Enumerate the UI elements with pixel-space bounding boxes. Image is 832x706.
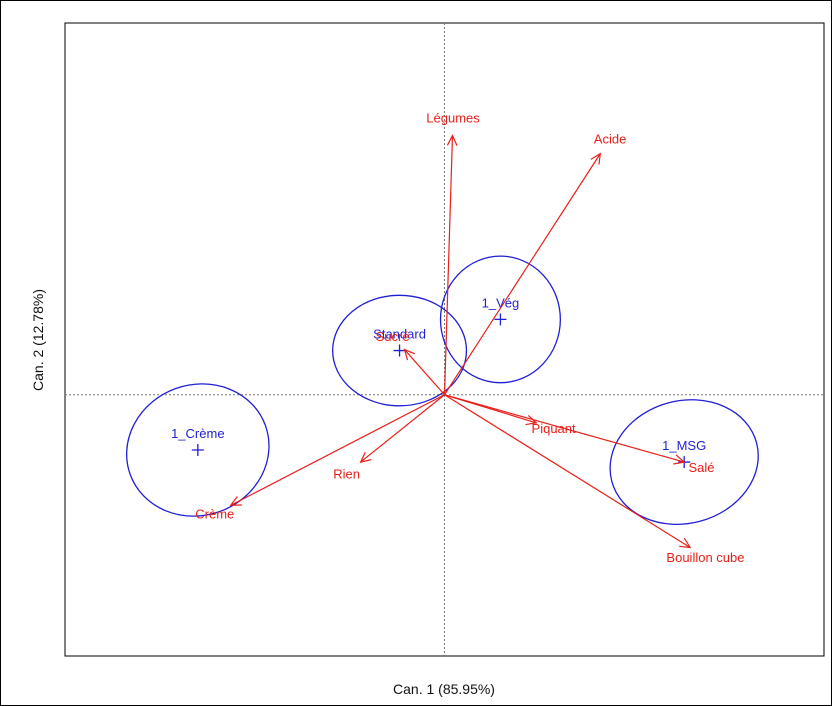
vector-label-creme: Crème (195, 507, 234, 522)
vector-label-sucre: Sucré (376, 329, 410, 344)
vector-arrowhead-creme (229, 496, 242, 506)
variable-vectors: Légumes Acide Sucré Piquant Rien Crème Salé Bou… (195, 111, 744, 565)
vector-sucre (404, 349, 445, 396)
vector-rien (360, 394, 445, 463)
group-label-standard: Standard (373, 327, 426, 342)
group-ellipse-1-msg (609, 399, 759, 526)
vector-bouillon-cube (444, 394, 691, 548)
vector-label-piquant: Piquant (532, 421, 576, 436)
group-label-1-veg: 1_Vég (482, 295, 520, 310)
group-ellipses: 1_Crème Standard 1_Vég 1_MSG (126, 255, 759, 526)
group-centroid-1-veg (494, 313, 507, 326)
vector-arrowhead-rien (359, 451, 372, 463)
vector-arrowhead-piquant (525, 414, 538, 426)
y-axis-label: Can. 2 (12.78%) (30, 289, 46, 391)
vector-legumes (443, 135, 454, 395)
vector-arrowhead-acide (590, 152, 602, 165)
group-ellipse-standard (331, 294, 468, 407)
vector-arrowhead-legumes (446, 134, 458, 146)
group-label-1-msg: 1_MSG (662, 438, 706, 453)
group-label-1-creme: 1_Crème (171, 426, 224, 441)
vector-creme (230, 394, 445, 506)
vector-arrowhead-sucre (403, 348, 415, 361)
vector-arrowhead-sale (673, 454, 686, 465)
vector-label-rien: Rien (333, 466, 360, 481)
vector-sale (444, 394, 685, 463)
vector-label-legumes: Légumes (426, 111, 480, 126)
x-axis-label: Can. 1 (85.95%) (393, 681, 495, 697)
group-ellipse-1-creme (126, 383, 270, 517)
vector-acide (443, 153, 601, 396)
vector-label-bouillon-cube: Bouillon cube (666, 550, 744, 565)
group-centroid-1-creme (191, 444, 204, 457)
vector-arrowhead-bouillon-cube (679, 537, 692, 549)
group-ellipse-1-veg (439, 255, 561, 384)
group-centroid-standard (393, 344, 406, 357)
vector-label-sale: Salé (688, 460, 714, 475)
vector-label-acide: Acide (594, 131, 627, 146)
